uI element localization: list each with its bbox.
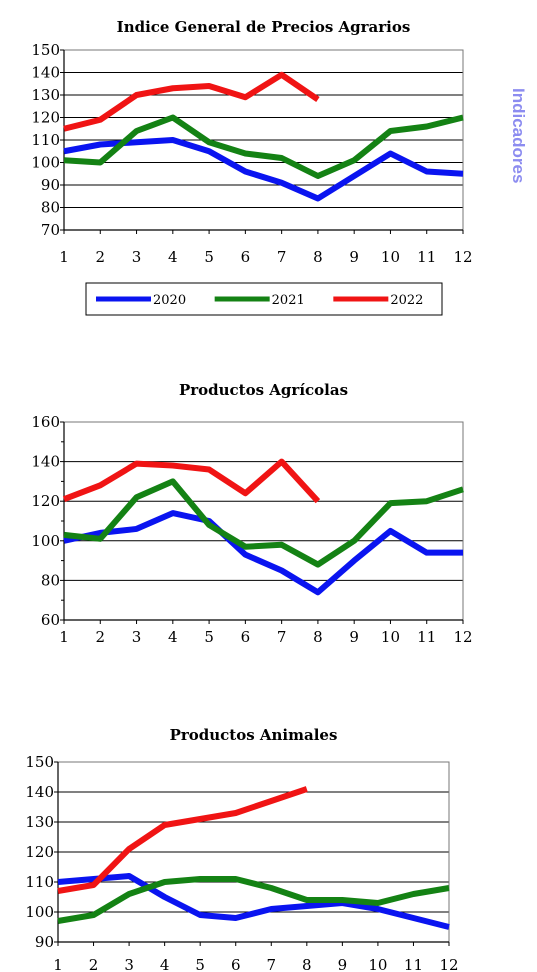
x-tick-label: 5 <box>204 248 214 266</box>
plot-area <box>63 421 464 621</box>
x-tick-label: 8 <box>313 248 323 266</box>
x-tick-label: 5 <box>204 628 214 646</box>
y-tick-label: 120 <box>25 843 54 861</box>
x-tick-label: 6 <box>241 628 251 646</box>
series-line-1 <box>63 478 464 568</box>
x-tick-label: 2 <box>95 248 105 266</box>
x-tick-label: 5 <box>195 956 205 972</box>
x-tick-label: 7 <box>266 956 276 972</box>
x-tick-label: 12 <box>453 248 472 266</box>
x-tick-label: 9 <box>349 628 359 646</box>
x-tick-label: 4 <box>168 248 178 266</box>
x-tick-label: 7 <box>277 248 287 266</box>
series-line-2 <box>62 458 321 504</box>
x-tick-label: 1 <box>59 248 69 266</box>
y-tick-label: 70 <box>41 221 60 239</box>
y-tick-label: 100 <box>31 154 60 172</box>
series-line-2020 <box>63 137 464 202</box>
x-tick-label: 1 <box>53 956 63 972</box>
x-tick-label: 4 <box>168 628 178 646</box>
y-tick-label: 150 <box>25 753 54 771</box>
series-line-0 <box>63 510 463 596</box>
x-tick-label: 8 <box>313 628 323 646</box>
y-tick-label: 120 <box>31 492 60 510</box>
x-tick-label: 3 <box>132 248 142 266</box>
y-tick-label: 80 <box>41 571 60 589</box>
x-tick-label: 7 <box>277 628 287 646</box>
x-tick-label: 3 <box>132 628 142 646</box>
y-tick-label: 160 <box>31 413 60 431</box>
y-tick-label: 150 <box>31 41 60 59</box>
y-tick-label: 90 <box>41 176 60 194</box>
x-tick-label: 11 <box>417 248 436 266</box>
chart-title: Productos Agrícolas <box>179 381 348 399</box>
chart-title: Productos Animales <box>170 726 338 744</box>
x-tick-label: 12 <box>453 628 472 646</box>
y-tick-label: 130 <box>31 86 60 104</box>
y-tick-label: 140 <box>31 64 60 82</box>
x-tick-label: 6 <box>231 956 241 972</box>
x-tick-label: 10 <box>381 628 400 646</box>
series-line-0 <box>57 873 450 930</box>
x-tick-label: 9 <box>338 956 348 972</box>
x-tick-label: 3 <box>124 956 134 972</box>
x-tick-label: 9 <box>349 248 359 266</box>
x-tick-label: 2 <box>89 956 99 972</box>
y-tick-label: 80 <box>41 199 60 217</box>
x-tick-label: 11 <box>417 628 436 646</box>
y-tick-label: 110 <box>31 131 60 149</box>
x-tick-label: 12 <box>439 956 458 972</box>
series-line-2021 <box>63 114 464 179</box>
x-tick-label: 10 <box>368 956 387 972</box>
x-tick-label: 4 <box>160 956 170 972</box>
chart-title: Indice General de Precios Agrarios <box>117 18 411 36</box>
legend-label: 2020 <box>153 293 186 308</box>
legend-label: 2021 <box>272 293 305 308</box>
y-tick-label: 140 <box>25 783 54 801</box>
x-tick-label: 2 <box>95 628 105 646</box>
y-tick-label: 100 <box>25 903 54 921</box>
y-tick-label: 130 <box>25 813 54 831</box>
legend-label: 2022 <box>390 293 423 308</box>
y-tick-label: 100 <box>31 532 60 550</box>
x-tick-label: 10 <box>381 248 400 266</box>
y-tick-label: 140 <box>31 453 60 471</box>
series-line-2 <box>57 786 308 894</box>
y-tick-label: 120 <box>31 109 60 127</box>
y-tick-label: 90 <box>35 933 54 951</box>
x-tick-label: 8 <box>302 956 312 972</box>
x-tick-label: 1 <box>59 628 69 646</box>
y-tick-label: 60 <box>41 611 60 629</box>
series-line-1 <box>57 876 450 924</box>
y-tick-label: 110 <box>25 873 54 891</box>
series-line-2022 <box>63 71 320 132</box>
x-tick-label: 11 <box>404 956 423 972</box>
x-tick-label: 6 <box>241 248 251 266</box>
